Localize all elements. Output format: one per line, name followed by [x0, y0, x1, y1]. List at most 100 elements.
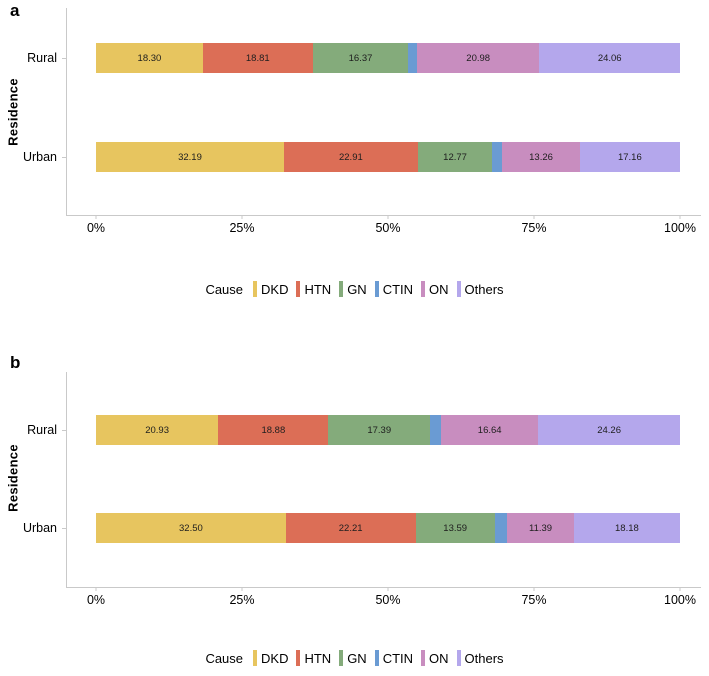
legend-entry-dkd: DKD — [253, 281, 288, 297]
legend-entry-on: ON — [421, 281, 449, 297]
stacked-bar-urban: 32.50 22.21 13.59 11.39 18.18 — [96, 513, 680, 543]
x-tick-mark — [95, 587, 97, 591]
y-tick-label-urban: Urban — [22, 521, 57, 535]
legend-label: HTN — [304, 650, 332, 666]
y-tick-label-urban: Urban — [22, 150, 57, 164]
legend-entry-dkd: DKD — [253, 650, 288, 666]
bar-segment-dkd: 20.93 — [96, 415, 219, 445]
y-axis-title: Residence — [5, 78, 21, 146]
plot-area: 20.93 18.88 17.39 16.64 24.26 32.50 22.21 13.59… — [23, 372, 701, 607]
bar-segment-gn: 16.37 — [312, 43, 409, 73]
bar-value-label: 18.81 — [245, 52, 270, 64]
bar-segment-htn: 18.88 — [218, 415, 329, 445]
stacked-bar-rural: 20.93 18.88 17.39 16.64 24.26 — [96, 415, 680, 445]
bars: 20.93 18.88 17.39 16.64 24.26 32.50 22.21 13.59… — [96, 372, 680, 587]
legend-label: CTIN — [382, 650, 414, 666]
y-tick-mark — [62, 157, 67, 158]
bar-segment-ctin — [408, 43, 417, 73]
plot-area: 18.30 18.81 16.37 20.98 24.06 32.19 22.91 12.77… — [23, 8, 701, 235]
legend-entry-ctin: CTIN — [374, 281, 414, 297]
bar-segment-on: 11.39 — [507, 513, 574, 543]
legend-entry-htn: HTN — [296, 650, 331, 666]
bar-segment-on: 16.64 — [441, 415, 539, 445]
legend-label: ON — [429, 281, 449, 297]
x-tick-mark — [679, 587, 681, 591]
x-tick-label: 25% — [229, 221, 255, 235]
bar-value-label: 32.50 — [179, 522, 203, 534]
bar-value-label: 20.93 — [145, 424, 169, 436]
bars: 18.30 18.81 16.37 20.98 24.06 32.19 22.91 12.77… — [96, 8, 680, 215]
legend: Cause DKD HTN GN CTIN ON Others — [0, 281, 709, 297]
bar-segment-ctin — [494, 513, 508, 543]
legend-label: Others — [464, 650, 504, 666]
x-tick-label: 100% — [664, 221, 696, 235]
bar-value-label: 18.88 — [261, 424, 286, 436]
legend-title: Cause — [205, 281, 244, 297]
x-tick-label: 25% — [229, 593, 255, 607]
y-tick-mark — [62, 528, 67, 529]
legend: Cause DKD HTN GN CTIN ON Others — [0, 650, 709, 666]
x-tick-mark — [241, 587, 243, 591]
y-tick-label-rural: Rural — [27, 51, 57, 65]
x-tick-mark — [241, 215, 243, 219]
bar-segment-others: 24.26 — [538, 415, 680, 445]
legend-key-swatch — [374, 281, 379, 297]
bar-segment-dkd: 32.50 — [96, 513, 286, 543]
legend-entry-gn: GN — [339, 281, 367, 297]
bar-value-label: 17.16 — [617, 151, 642, 163]
panel-b: b Residence 20.93 18.88 17.39 16.64 24.26 32.… — [0, 340, 709, 676]
legend-title: Cause — [205, 650, 244, 666]
legend-key-swatch — [296, 650, 301, 666]
legend-entry-htn: HTN — [296, 281, 331, 297]
bar-segment-htn: 22.91 — [283, 142, 418, 172]
bar-segment-gn: 17.39 — [328, 415, 431, 445]
x-tick-mark — [533, 215, 535, 219]
x-tick-mark — [387, 215, 389, 219]
bar-value-label: 24.26 — [597, 424, 621, 436]
bar-segment-others: 18.18 — [573, 513, 680, 543]
bar-value-label: 13.59 — [443, 522, 468, 534]
x-tick-label: 50% — [375, 593, 401, 607]
bar-segment-gn: 12.77 — [417, 142, 493, 172]
bar-value-label: 13.26 — [529, 151, 553, 163]
bar-value-label: 17.39 — [367, 424, 392, 436]
legend-label: Others — [464, 281, 504, 297]
x-tick-label: 100% — [664, 593, 696, 607]
x-axis: 0% 25% 50% 75% 100% — [87, 215, 696, 239]
bar-segment-htn: 22.21 — [285, 513, 416, 543]
y-tick-label-rural: Rural — [27, 423, 57, 437]
legend-key-swatch — [374, 650, 379, 666]
bar-segment-on: 20.98 — [416, 43, 540, 73]
bar-segment-others: 24.06 — [539, 43, 680, 73]
legend-key-swatch — [253, 650, 258, 666]
bar-value-label: 12.77 — [443, 151, 467, 163]
legend-label: CTIN — [382, 281, 414, 297]
bar-segment-htn: 18.81 — [202, 43, 313, 73]
x-tick-label: 75% — [521, 221, 547, 235]
legend-entry-gn: GN — [339, 650, 367, 666]
legend-key-swatch — [456, 281, 461, 297]
panel-label-b: b — [10, 353, 21, 372]
y-tick-mark — [62, 430, 67, 431]
bar-segment-gn: 13.59 — [415, 513, 495, 543]
bar-value-label: 16.37 — [348, 52, 373, 64]
legend-key-swatch — [296, 281, 301, 297]
legend-key-swatch — [339, 650, 344, 666]
bar-value-label: 16.64 — [477, 424, 502, 436]
legend-label: ON — [429, 650, 449, 666]
bar-value-label: 11.39 — [529, 522, 553, 534]
stacked-bar-rural: 18.30 18.81 16.37 20.98 24.06 — [96, 43, 680, 73]
legend-label: DKD — [261, 650, 289, 666]
legend-label: HTN — [304, 281, 332, 297]
bar-segment-dkd: 32.19 — [96, 142, 284, 172]
legend-key-swatch — [253, 281, 258, 297]
bar-value-label: 22.21 — [338, 522, 363, 534]
legend-label: DKD — [261, 281, 289, 297]
x-tick-label: 0% — [86, 593, 106, 607]
legend-label: GN — [347, 650, 367, 666]
x-tick-label: 50% — [375, 221, 401, 235]
legend-key-swatch — [421, 281, 426, 297]
legend-key-swatch — [456, 650, 461, 666]
x-tick-label: 75% — [521, 593, 547, 607]
legend-key-swatch — [421, 650, 426, 666]
